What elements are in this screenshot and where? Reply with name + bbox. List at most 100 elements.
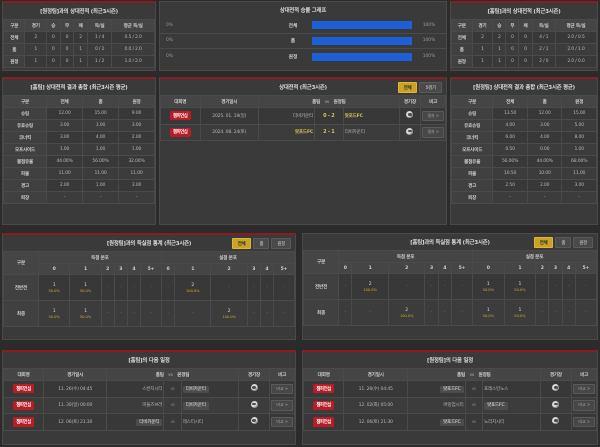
row-label: 유효슈팅 <box>451 119 494 132</box>
schedule-row[interactable]: 챔피언십 11. 26(수) 04:45 스완지시티 vs 더비카운티 비교 > <box>3 380 295 398</box>
compare-button[interactable]: 비교 > <box>573 400 595 411</box>
spacer-cell <box>200 140 259 152</box>
h2h-panel: 상대전적 (최근3시즌) 전체 5경기 대회명 경기일시 홈팀 vs 원정팀 경기장 비고 … <box>159 77 447 225</box>
note-cell[interactable]: 비교 > <box>571 413 597 431</box>
goal-count: - <box>369 310 371 315</box>
league-badge: 챔피언십 <box>13 384 34 394</box>
filter-pill[interactable]: 전체 <box>533 237 554 248</box>
goal-cell: 1 50.0% <box>472 273 505 300</box>
note-cell[interactable]: 비교 > <box>571 396 597 415</box>
spacer-cell <box>420 161 446 172</box>
row-label: 전체 <box>451 31 473 44</box>
note-cell[interactable]: 결과 > <box>420 123 446 142</box>
winrate-row: 0% 홈 100% <box>160 34 446 49</box>
note-cell[interactable]: 비교 > <box>269 380 295 398</box>
row-label: 최종 <box>3 300 39 327</box>
goal-count: - <box>283 285 285 290</box>
away-goal-stats-filter-toggle[interactable]: 전체 홈 원정 <box>231 238 291 249</box>
schedule-row[interactable]: 챔피언십 12. 02(화) 05:00 버밍엄시티 vs 왓포드FC 비교 > <box>303 396 597 415</box>
team-name: 더비카운티 <box>182 402 209 410</box>
data-cell: 0 / 2 <box>86 43 113 56</box>
team-name: 더비카운티 <box>344 130 365 136</box>
compare-button[interactable]: 비교 > <box>573 416 595 428</box>
league-badge: 챔피언십 <box>313 384 335 394</box>
schedule-row[interactable]: 챔피언십 11. 30(일) 00:00 미들즈브러 vs 더비카운티 비교 > <box>3 396 295 415</box>
team-name: 왓포드FC <box>344 113 363 119</box>
h2h-filter-toggle[interactable]: 전체 5경기 <box>397 82 442 93</box>
match-row[interactable]: 챔피언십 2024. 08. 24(토) 왓포드FC 2 - 1 더비카운티 결과 > <box>160 123 446 142</box>
goal-cell: - <box>548 273 563 300</box>
note-cell[interactable]: 비교 > <box>269 396 295 415</box>
data-cell: 4.00 <box>492 119 528 132</box>
winrate-bar-fill <box>311 52 412 61</box>
compare-button[interactable]: 비교 > <box>271 416 293 428</box>
team-name: 더비카운티 <box>292 113 314 119</box>
table-header-row: 0 1 2 3 4 5+ 0 1 2 3 4 5+ <box>304 262 597 274</box>
table-row: 최종 - -2 100.0% - - -1 50.0% 1 50.0% - - - - <box>303 299 597 326</box>
filter-pill[interactable]: 원정 <box>271 238 291 249</box>
winrate-bar-fill <box>311 36 412 45</box>
column-header: 1 <box>69 263 102 275</box>
compare-button[interactable]: 비교 > <box>271 383 293 395</box>
h2h-title: 상대전적 (최근3시즌) 전체 5경기 <box>160 79 446 95</box>
data-cell: - <box>526 191 563 204</box>
home-goal-stats-filter-toggle[interactable]: 전체 홈 원정 <box>533 237 593 248</box>
goal-cell: - <box>259 300 274 327</box>
data-cell: 56.00% <box>82 155 119 168</box>
goal-count: - <box>567 284 570 289</box>
away-summary-panel: [홈팀] 상대전적 결과 총합 (최근3시즌 평균) 구분 전체 홈 원정 슈팅 12.… <box>2 77 156 225</box>
row-label: 최종 <box>303 299 340 326</box>
table-row: 경고 2.50 2.00 3.00 <box>451 179 597 192</box>
league-badge: 챔피언십 <box>169 111 191 121</box>
stadium-icon <box>250 417 258 425</box>
column-header: 원정 <box>561 95 597 108</box>
winrate-graph-body: 0% 전체 100% 0% 홈 100% 0% 원정 100% <box>160 18 446 65</box>
home-goal-stats-table: 구분 득점 분포 실점 분포 0 1 2 3 4 5+ 0 1 2 3 4 5+ 전반전 -2 100.0% - -… <box>303 250 597 326</box>
match-datetime: 11. 26(수) 04:45 <box>343 380 408 398</box>
filter-pill[interactable]: 전체 <box>231 238 252 249</box>
away-team-cell: 노리치시티 <box>481 413 541 431</box>
data-cell: 2 <box>73 31 88 44</box>
team-name: 왓포드FC <box>440 418 464 427</box>
column-header: 평균 득/실 <box>554 19 597 32</box>
schedule-row[interactable]: 챔피언십 12. 06(토) 21:30 왓포드FC vs 노리치시티 비교 > <box>303 413 597 431</box>
data-cell: 0.00 <box>526 143 563 156</box>
stadium-icon <box>250 400 258 408</box>
result-button[interactable]: 결과 > <box>422 127 444 138</box>
goal-count: - <box>567 310 570 315</box>
column-header: 1 <box>503 262 537 274</box>
schedule-row[interactable]: 챔피언십 12. 06(토) 21:30 더비카운티 vs 레스터시티 비교 > <box>3 413 295 431</box>
column-header: 득/실 <box>86 19 113 32</box>
goal-count: - <box>266 285 268 290</box>
away-record-table: 구분 경기 승 무 패 득/실 평균 득/실 전체 2 0 0 2 1 / 4 0.5 / 2.0 홈 1 0… <box>3 19 155 68</box>
goal-cell: 1 50.0% <box>503 299 537 326</box>
stadium-icon <box>406 127 414 135</box>
winrate-left-pct: 0% <box>166 38 173 44</box>
filter-pill[interactable]: 5경기 <box>419 82 442 93</box>
vs-label: vs <box>170 385 175 391</box>
note-cell[interactable]: 결과 > <box>420 107 446 125</box>
filter-pill[interactable]: 홈 <box>555 237 572 248</box>
result-button[interactable]: 결과 > <box>422 110 444 122</box>
goal-cell: - <box>338 273 353 300</box>
vs-label: vs <box>170 418 175 424</box>
match-row[interactable]: 챔피언십 2025. 01. 19(일) 더비카운티 0 - 2 왓포드FC 결과 > <box>160 107 446 125</box>
away-schedule-title: [원정팀]의 다음 일정 <box>303 352 597 368</box>
compare-button[interactable]: 비교 > <box>573 383 595 395</box>
goal-cell: - <box>246 300 261 327</box>
data-cell: 1 <box>492 55 507 68</box>
compare-button[interactable]: 비교 > <box>271 400 293 411</box>
filter-pill[interactable]: 원정 <box>573 237 593 248</box>
goal-count: - <box>585 310 587 315</box>
league-badge-cell: 챔피언십 <box>160 123 201 142</box>
match-datetime: 12. 06(토) 21:30 <box>343 413 408 431</box>
match-datetime: 2024. 08. 24(토) <box>199 123 259 142</box>
note-cell[interactable]: 비교 > <box>571 380 597 398</box>
filter-pill[interactable]: 홈 <box>253 238 270 249</box>
filter-pill[interactable]: 전체 <box>397 82 418 93</box>
note-cell[interactable]: 비교 > <box>269 413 295 431</box>
schedule-row[interactable]: 챔피언십 11. 26(수) 04:45 왓포드FC vs 프레스턴노스 비교 > <box>303 380 597 398</box>
goal-count: - <box>133 285 135 290</box>
table-row: 유효슈팅 4.00 3.00 5.00 <box>451 119 597 132</box>
table-row: 전반전 -2 100.0% - - - -1 50.0% 1 50.0% - - - - <box>303 273 597 300</box>
